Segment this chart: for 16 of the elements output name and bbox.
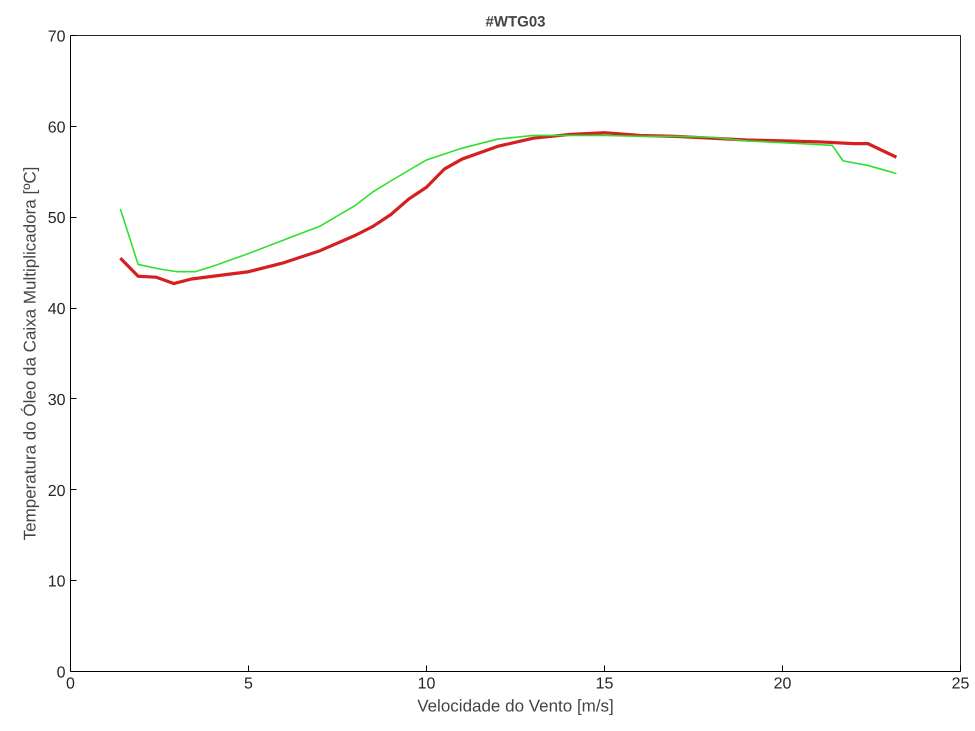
y-tick-label: 70 [48, 28, 66, 46]
y-tick-label: 40 [48, 301, 66, 318]
x-tick-label: 25 [952, 676, 970, 692]
y-tick-label: 0 [56, 664, 66, 682]
x-axis-title: Velocidade do Vento [m/s] [417, 696, 614, 716]
x-tick-label: 10 [418, 676, 436, 692]
x-tick-label: 20 [774, 676, 792, 692]
y-tick-label: 60 [48, 119, 66, 136]
y-tick-label: 10 [48, 574, 66, 591]
y-tick-label: 30 [48, 392, 66, 409]
y-tick-label: 50 [48, 210, 66, 228]
x-tick-label: 15 [596, 676, 614, 692]
x-tick-label: 5 [244, 676, 254, 692]
chart-title: #WTG03 [485, 14, 546, 30]
y-tick-label: 20 [48, 482, 66, 500]
y-axis-title: Temperatura do Óleo da Caixa Multiplicadora [ºC] [20, 166, 40, 540]
